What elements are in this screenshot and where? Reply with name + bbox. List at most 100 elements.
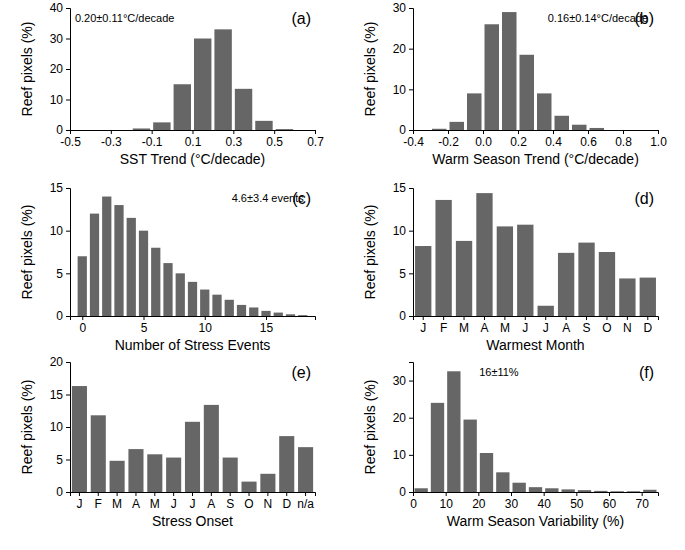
bar	[200, 290, 209, 316]
tick-mark	[409, 89, 413, 90]
bar	[485, 24, 500, 130]
tick-mark	[117, 492, 118, 496]
bar	[176, 273, 185, 316]
x-axis-title: SST Trend (°C/decade)	[120, 151, 265, 167]
bar	[435, 200, 451, 316]
tick-mark	[409, 273, 413, 274]
tick-label: F	[95, 497, 102, 511]
tick-mark	[553, 130, 554, 134]
y-axis: 0102030	[393, 1, 414, 137]
bar	[255, 121, 272, 130]
tick-label: 20	[472, 497, 486, 511]
tick-label: A	[480, 321, 488, 335]
y-axis: 051015	[393, 181, 414, 323]
y-axis-title: Reef pixels (%)	[19, 380, 35, 475]
bar	[640, 278, 656, 316]
tick-mark	[193, 130, 194, 134]
tick-label: A	[562, 321, 570, 335]
bar	[78, 256, 87, 316]
annotation: 0.20±0.11°C/decade	[75, 12, 175, 24]
tick-label: J	[522, 321, 528, 335]
tick-mark	[315, 130, 316, 134]
tick-label: S	[226, 497, 234, 511]
tick-label: 30	[505, 497, 519, 511]
panel-label: (f)	[639, 364, 654, 381]
y-axis: 05101520	[50, 355, 71, 499]
bar	[128, 449, 143, 492]
bar	[467, 93, 482, 130]
tick-mark	[484, 316, 485, 320]
bar	[110, 461, 125, 492]
tick-label: 0.0	[475, 135, 492, 149]
tick-label: 10	[393, 224, 407, 238]
tick-mark	[173, 492, 174, 496]
tick-mark	[66, 8, 70, 9]
tick-mark	[518, 130, 519, 134]
tick-mark	[606, 316, 607, 320]
bar	[578, 243, 594, 316]
bar	[127, 218, 136, 316]
tick-label: 0	[410, 497, 417, 511]
tick-mark	[409, 418, 413, 419]
tick-label: 15	[260, 321, 274, 335]
panel-label: (a)	[291, 10, 311, 27]
axis-line	[414, 493, 659, 497]
tick-label: 0	[399, 123, 406, 137]
y-axis-title: Reef pixels (%)	[362, 380, 378, 475]
tick-mark	[249, 492, 250, 496]
tick-mark	[409, 455, 413, 456]
axis-line	[414, 317, 659, 321]
bar	[223, 458, 238, 492]
tick-label: -0.3	[101, 135, 122, 149]
bar	[415, 246, 431, 316]
bar	[298, 315, 307, 316]
bar	[139, 231, 148, 316]
bar	[578, 490, 591, 492]
bar	[545, 488, 558, 492]
tick-mark	[658, 130, 659, 134]
tick-label: 20	[50, 62, 64, 76]
bar	[643, 490, 656, 492]
bar	[517, 225, 533, 316]
tick-mark	[192, 492, 193, 496]
bars	[415, 371, 657, 492]
tick-mark	[623, 130, 624, 134]
tick-label: 15	[393, 181, 407, 195]
x-axis-title: Warm Season Variability (%)	[447, 513, 624, 529]
tick-label: 50	[570, 497, 584, 511]
bar	[188, 282, 197, 316]
tick-label: 5	[56, 267, 63, 281]
tick-label: 0.7	[307, 135, 324, 149]
tick-label: A	[132, 497, 140, 511]
tick-mark	[305, 492, 306, 496]
tick-label: 10	[393, 448, 407, 462]
bar	[147, 454, 162, 492]
tick-mark	[233, 130, 234, 134]
y-axis-title: Reef pixels (%)	[362, 22, 378, 117]
tick-mark	[423, 316, 424, 320]
tick-label: 0.5	[266, 135, 283, 149]
tick-mark	[267, 492, 268, 496]
tick-mark	[66, 492, 70, 493]
bar	[513, 483, 526, 492]
tick-mark	[66, 316, 70, 317]
y-axis-title: Reef pixels (%)	[362, 205, 378, 300]
bar	[276, 129, 293, 130]
bar	[450, 122, 465, 130]
tick-label: 10	[393, 83, 407, 97]
tick-mark	[152, 130, 153, 134]
bar	[225, 300, 234, 316]
tick-mark	[274, 130, 275, 134]
tick-mark	[66, 188, 70, 189]
bar	[558, 253, 574, 316]
tick-mark	[446, 492, 447, 496]
tick-mark	[66, 130, 70, 131]
tick-mark	[448, 130, 449, 134]
tick-label: 10	[50, 224, 64, 238]
annotation: 0.16±0.14°C/decade	[548, 12, 648, 24]
tick-mark	[286, 492, 287, 496]
tick-mark	[66, 100, 70, 101]
tick-mark	[504, 316, 505, 320]
panel-label: (e)	[291, 364, 311, 381]
bar	[497, 226, 513, 316]
